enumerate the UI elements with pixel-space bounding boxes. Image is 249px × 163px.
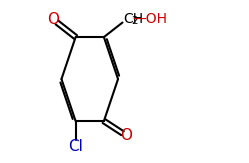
Text: 2: 2 xyxy=(131,16,137,26)
Text: —OH: —OH xyxy=(133,12,168,25)
Text: Cl: Cl xyxy=(68,139,83,154)
Text: O: O xyxy=(120,128,132,143)
Text: CH: CH xyxy=(123,12,143,25)
Text: O: O xyxy=(48,12,60,27)
